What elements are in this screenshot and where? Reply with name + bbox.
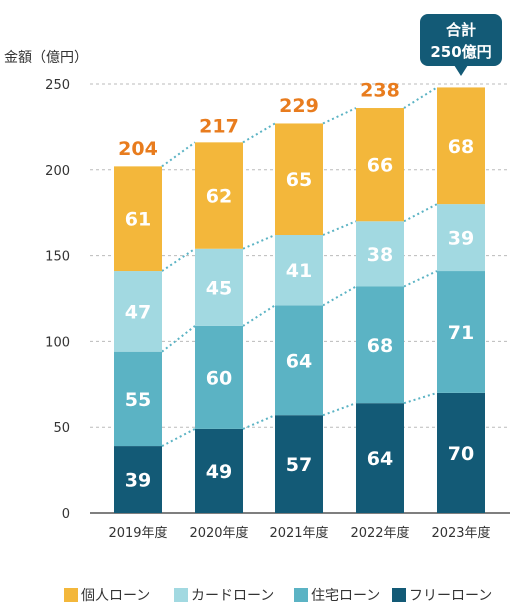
segment-value-label: 41 bbox=[286, 260, 312, 282]
bars: 39 55 47 61 49 60 45 62 57 64 41 65 64 68 38 66 70 71 39 68 bbox=[114, 87, 485, 513]
trend-connectors bbox=[161, 86, 438, 447]
bar-segment bbox=[275, 415, 323, 513]
segment-value-label: 64 bbox=[367, 448, 393, 470]
segment-value-label: 65 bbox=[286, 169, 312, 191]
bar-segment bbox=[356, 108, 404, 222]
bar-segment bbox=[437, 271, 485, 393]
y-tick-label: 0 bbox=[62, 507, 70, 522]
y-tick-label: 50 bbox=[53, 421, 70, 436]
segment-value-label: 57 bbox=[286, 454, 312, 476]
trend-connector bbox=[242, 304, 276, 327]
y-tick-label: 200 bbox=[45, 164, 70, 179]
trend-connector bbox=[242, 234, 276, 250]
legend-label: 個人ローン bbox=[81, 588, 150, 604]
legend: 個人ローン カードローン 住宅ローン フリーローン bbox=[64, 588, 492, 604]
bar-segment bbox=[275, 305, 323, 416]
total-label: 217 bbox=[199, 116, 239, 138]
x-tick-label: 2022年度 bbox=[350, 525, 409, 541]
trend-connector bbox=[322, 402, 357, 417]
segment-value-label: 38 bbox=[367, 244, 393, 266]
trend-connector bbox=[403, 203, 438, 223]
segment-value-label: 66 bbox=[367, 155, 393, 177]
segment-value-label: 55 bbox=[125, 389, 151, 411]
total-label: 238 bbox=[360, 80, 400, 102]
trend-connector bbox=[242, 414, 276, 430]
total-label: 229 bbox=[279, 95, 319, 117]
trend-connector bbox=[322, 107, 357, 125]
segment-value-label: 61 bbox=[125, 209, 151, 231]
callout-pointer bbox=[454, 65, 468, 76]
trend-connector bbox=[322, 220, 357, 236]
segment-value-label: 70 bbox=[448, 443, 474, 465]
segment-value-label: 71 bbox=[448, 322, 474, 344]
trend-connector bbox=[161, 141, 196, 168]
legend-swatch bbox=[64, 588, 78, 602]
callout-box bbox=[420, 14, 502, 66]
legend-label: フリーローン bbox=[409, 588, 492, 604]
legend-label: カードローン bbox=[191, 588, 274, 604]
x-tick-label: 2020年度 bbox=[189, 525, 248, 541]
bar-segment bbox=[195, 428, 243, 513]
trend-connector bbox=[161, 428, 196, 447]
bar-segment bbox=[195, 142, 243, 249]
bar-segment bbox=[114, 166, 162, 272]
segment-value-label: 60 bbox=[206, 367, 232, 389]
bar-segment bbox=[275, 235, 323, 306]
segment-value-label: 39 bbox=[125, 470, 151, 492]
trend-connector bbox=[403, 391, 438, 405]
total-labels: 204 217 229 238 bbox=[118, 80, 400, 160]
legend-swatch bbox=[174, 588, 188, 602]
trend-connector bbox=[161, 247, 196, 272]
x-tick-label: 2021年度 bbox=[269, 525, 328, 541]
bar-segment bbox=[437, 392, 485, 513]
segment-value-label: 64 bbox=[286, 350, 312, 372]
bar-segment bbox=[437, 204, 485, 272]
bar-segment bbox=[114, 351, 162, 447]
segment-value-label: 68 bbox=[367, 335, 393, 357]
callout-line1: 合計 bbox=[445, 21, 476, 39]
bar-segment bbox=[437, 87, 485, 205]
bar-segment bbox=[195, 325, 243, 429]
trend-connector bbox=[403, 86, 438, 109]
bar-segment bbox=[195, 248, 243, 326]
total-label: 204 bbox=[118, 138, 158, 160]
y-tick-label: 100 bbox=[45, 335, 70, 350]
callout-line2: 250億円 bbox=[430, 43, 491, 61]
trend-connector bbox=[161, 325, 196, 353]
segment-value-label: 68 bbox=[448, 136, 474, 158]
x-tick-label: 2019年度 bbox=[108, 525, 167, 541]
y-axis-label: 金額（億円） bbox=[4, 50, 88, 66]
bar-segment bbox=[356, 286, 404, 404]
legend-swatch bbox=[294, 588, 308, 602]
trend-connector bbox=[242, 122, 276, 144]
bar-segment bbox=[356, 221, 404, 287]
total-callout: 合計 250億円 bbox=[420, 14, 502, 76]
segment-value-label: 39 bbox=[448, 228, 474, 250]
legend-label: 住宅ローン bbox=[311, 588, 380, 604]
bar-segment bbox=[114, 271, 162, 352]
bar-segment bbox=[356, 403, 404, 513]
bar-segment bbox=[275, 123, 323, 236]
x-axis-ticks: 2019年度 2020年度 2021年度 2022年度 2023年度 bbox=[108, 525, 490, 541]
segment-value-label: 49 bbox=[206, 461, 232, 483]
segment-value-label: 45 bbox=[206, 277, 232, 299]
segment-value-label: 62 bbox=[206, 186, 232, 208]
y-tick-label: 250 bbox=[45, 78, 70, 93]
bar-segment bbox=[114, 446, 162, 513]
x-tick-label: 2023年度 bbox=[431, 525, 490, 541]
y-tick-label: 150 bbox=[45, 250, 70, 265]
trend-connector bbox=[322, 285, 357, 307]
trend-connector bbox=[403, 270, 438, 288]
y-axis-ticks: 0 50 100 150 200 250 bbox=[45, 78, 70, 522]
legend-swatch bbox=[392, 588, 406, 602]
segment-value-label: 47 bbox=[125, 301, 151, 323]
